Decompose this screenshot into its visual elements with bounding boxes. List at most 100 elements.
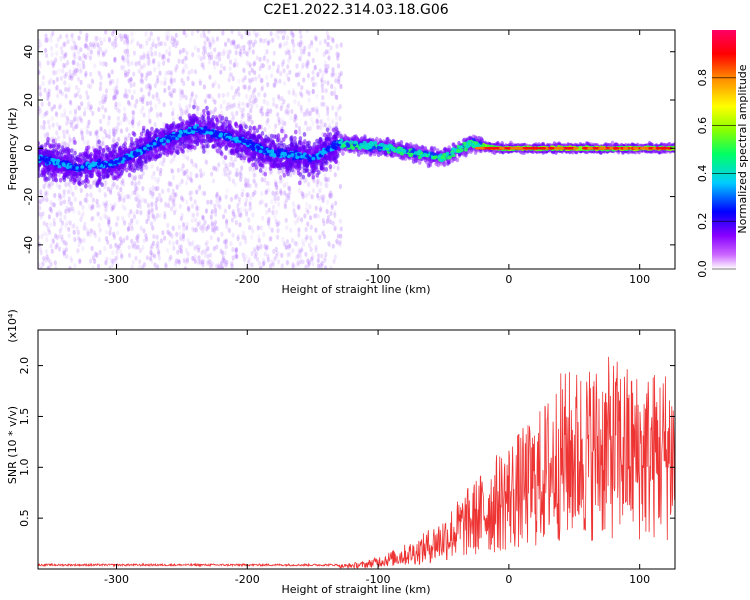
noise-point (190, 203, 195, 209)
noise-point (124, 115, 128, 121)
noise-point (264, 190, 268, 196)
noise-point (87, 119, 91, 125)
noise-point (274, 246, 278, 252)
noise-point (66, 38, 70, 45)
noise-point (241, 234, 245, 240)
noise-point (62, 250, 66, 256)
noise-point (226, 37, 231, 43)
noise-point (186, 237, 190, 243)
noise-point (258, 265, 262, 269)
noise-point (338, 72, 342, 78)
noise-point (111, 258, 115, 264)
noise-point (97, 51, 101, 58)
noise-point (181, 68, 185, 74)
noise-point (150, 243, 154, 249)
noise-point (79, 200, 83, 206)
noise-point (68, 266, 72, 269)
noise-point (237, 196, 241, 202)
noise-point (122, 217, 126, 223)
noise-point (39, 189, 43, 195)
noise-point (149, 250, 153, 256)
noise-point (214, 211, 218, 217)
noise-point (79, 187, 83, 194)
noise-point (240, 165, 244, 171)
noise-point (42, 120, 46, 126)
noise-point (283, 200, 287, 206)
noise-point (322, 69, 326, 75)
noise-point (241, 112, 245, 118)
noise-point (121, 204, 125, 210)
noise-point (266, 218, 270, 224)
noise-point (93, 35, 97, 41)
noise-point (170, 192, 174, 198)
noise-point (307, 110, 311, 117)
noise-point (163, 214, 167, 220)
noise-point (177, 259, 181, 265)
noise-point (107, 134, 111, 140)
noise-point (140, 96, 145, 102)
noise-point (105, 256, 109, 262)
noise-point (78, 258, 82, 265)
noise-point (71, 59, 76, 65)
noise-point (243, 262, 247, 268)
noise-point (238, 222, 242, 228)
noise-point (85, 90, 89, 96)
noise-point (191, 52, 195, 58)
noise-point (52, 61, 56, 67)
noise-point (287, 185, 292, 191)
noise-point (312, 213, 316, 220)
noise-point (88, 106, 93, 112)
noise-point (231, 178, 235, 184)
noise-point (69, 73, 73, 79)
noise-point (321, 95, 325, 101)
noise-point (172, 117, 176, 123)
noise-point (185, 50, 189, 56)
noise-point (258, 108, 263, 114)
noise-point (62, 250, 67, 256)
noise-point (226, 172, 230, 178)
spectral-point (258, 168, 263, 173)
noise-point (296, 260, 300, 266)
noise-point (140, 72, 144, 78)
noise-point (62, 43, 66, 49)
noise-point (248, 201, 252, 207)
noise-point (54, 244, 58, 250)
noise-point (250, 67, 254, 73)
noise-point (71, 223, 75, 229)
noise-point (295, 63, 299, 69)
noise-point (162, 102, 166, 108)
noise-point (261, 63, 265, 69)
noise-point (253, 87, 257, 93)
noise-point (232, 62, 236, 69)
noise-point (51, 238, 56, 244)
noise-point (39, 42, 43, 48)
noise-point (69, 100, 73, 107)
noise-point (230, 39, 234, 45)
noise-point (333, 226, 337, 232)
noise-point (169, 206, 174, 212)
noise-point (234, 248, 238, 254)
noise-point (197, 54, 201, 60)
noise-point (246, 178, 250, 184)
noise-point (56, 37, 60, 43)
noise-point (83, 197, 87, 203)
noise-point (232, 211, 236, 217)
noise-point (149, 221, 153, 227)
noise-point (210, 220, 214, 226)
noise-point (321, 87, 325, 94)
noise-point (228, 59, 233, 65)
noise-point (181, 233, 185, 240)
noise-point (315, 182, 320, 188)
noise-point (326, 116, 330, 122)
noise-point (67, 118, 71, 124)
noise-point (173, 202, 177, 208)
noise-point (164, 70, 168, 76)
noise-point (168, 45, 172, 52)
noise-point (142, 52, 146, 58)
noise-point (278, 43, 282, 49)
noise-point (246, 259, 250, 265)
noise-point (336, 240, 340, 246)
noise-point (204, 248, 208, 254)
noise-point (280, 102, 284, 108)
noise-point (225, 259, 229, 265)
